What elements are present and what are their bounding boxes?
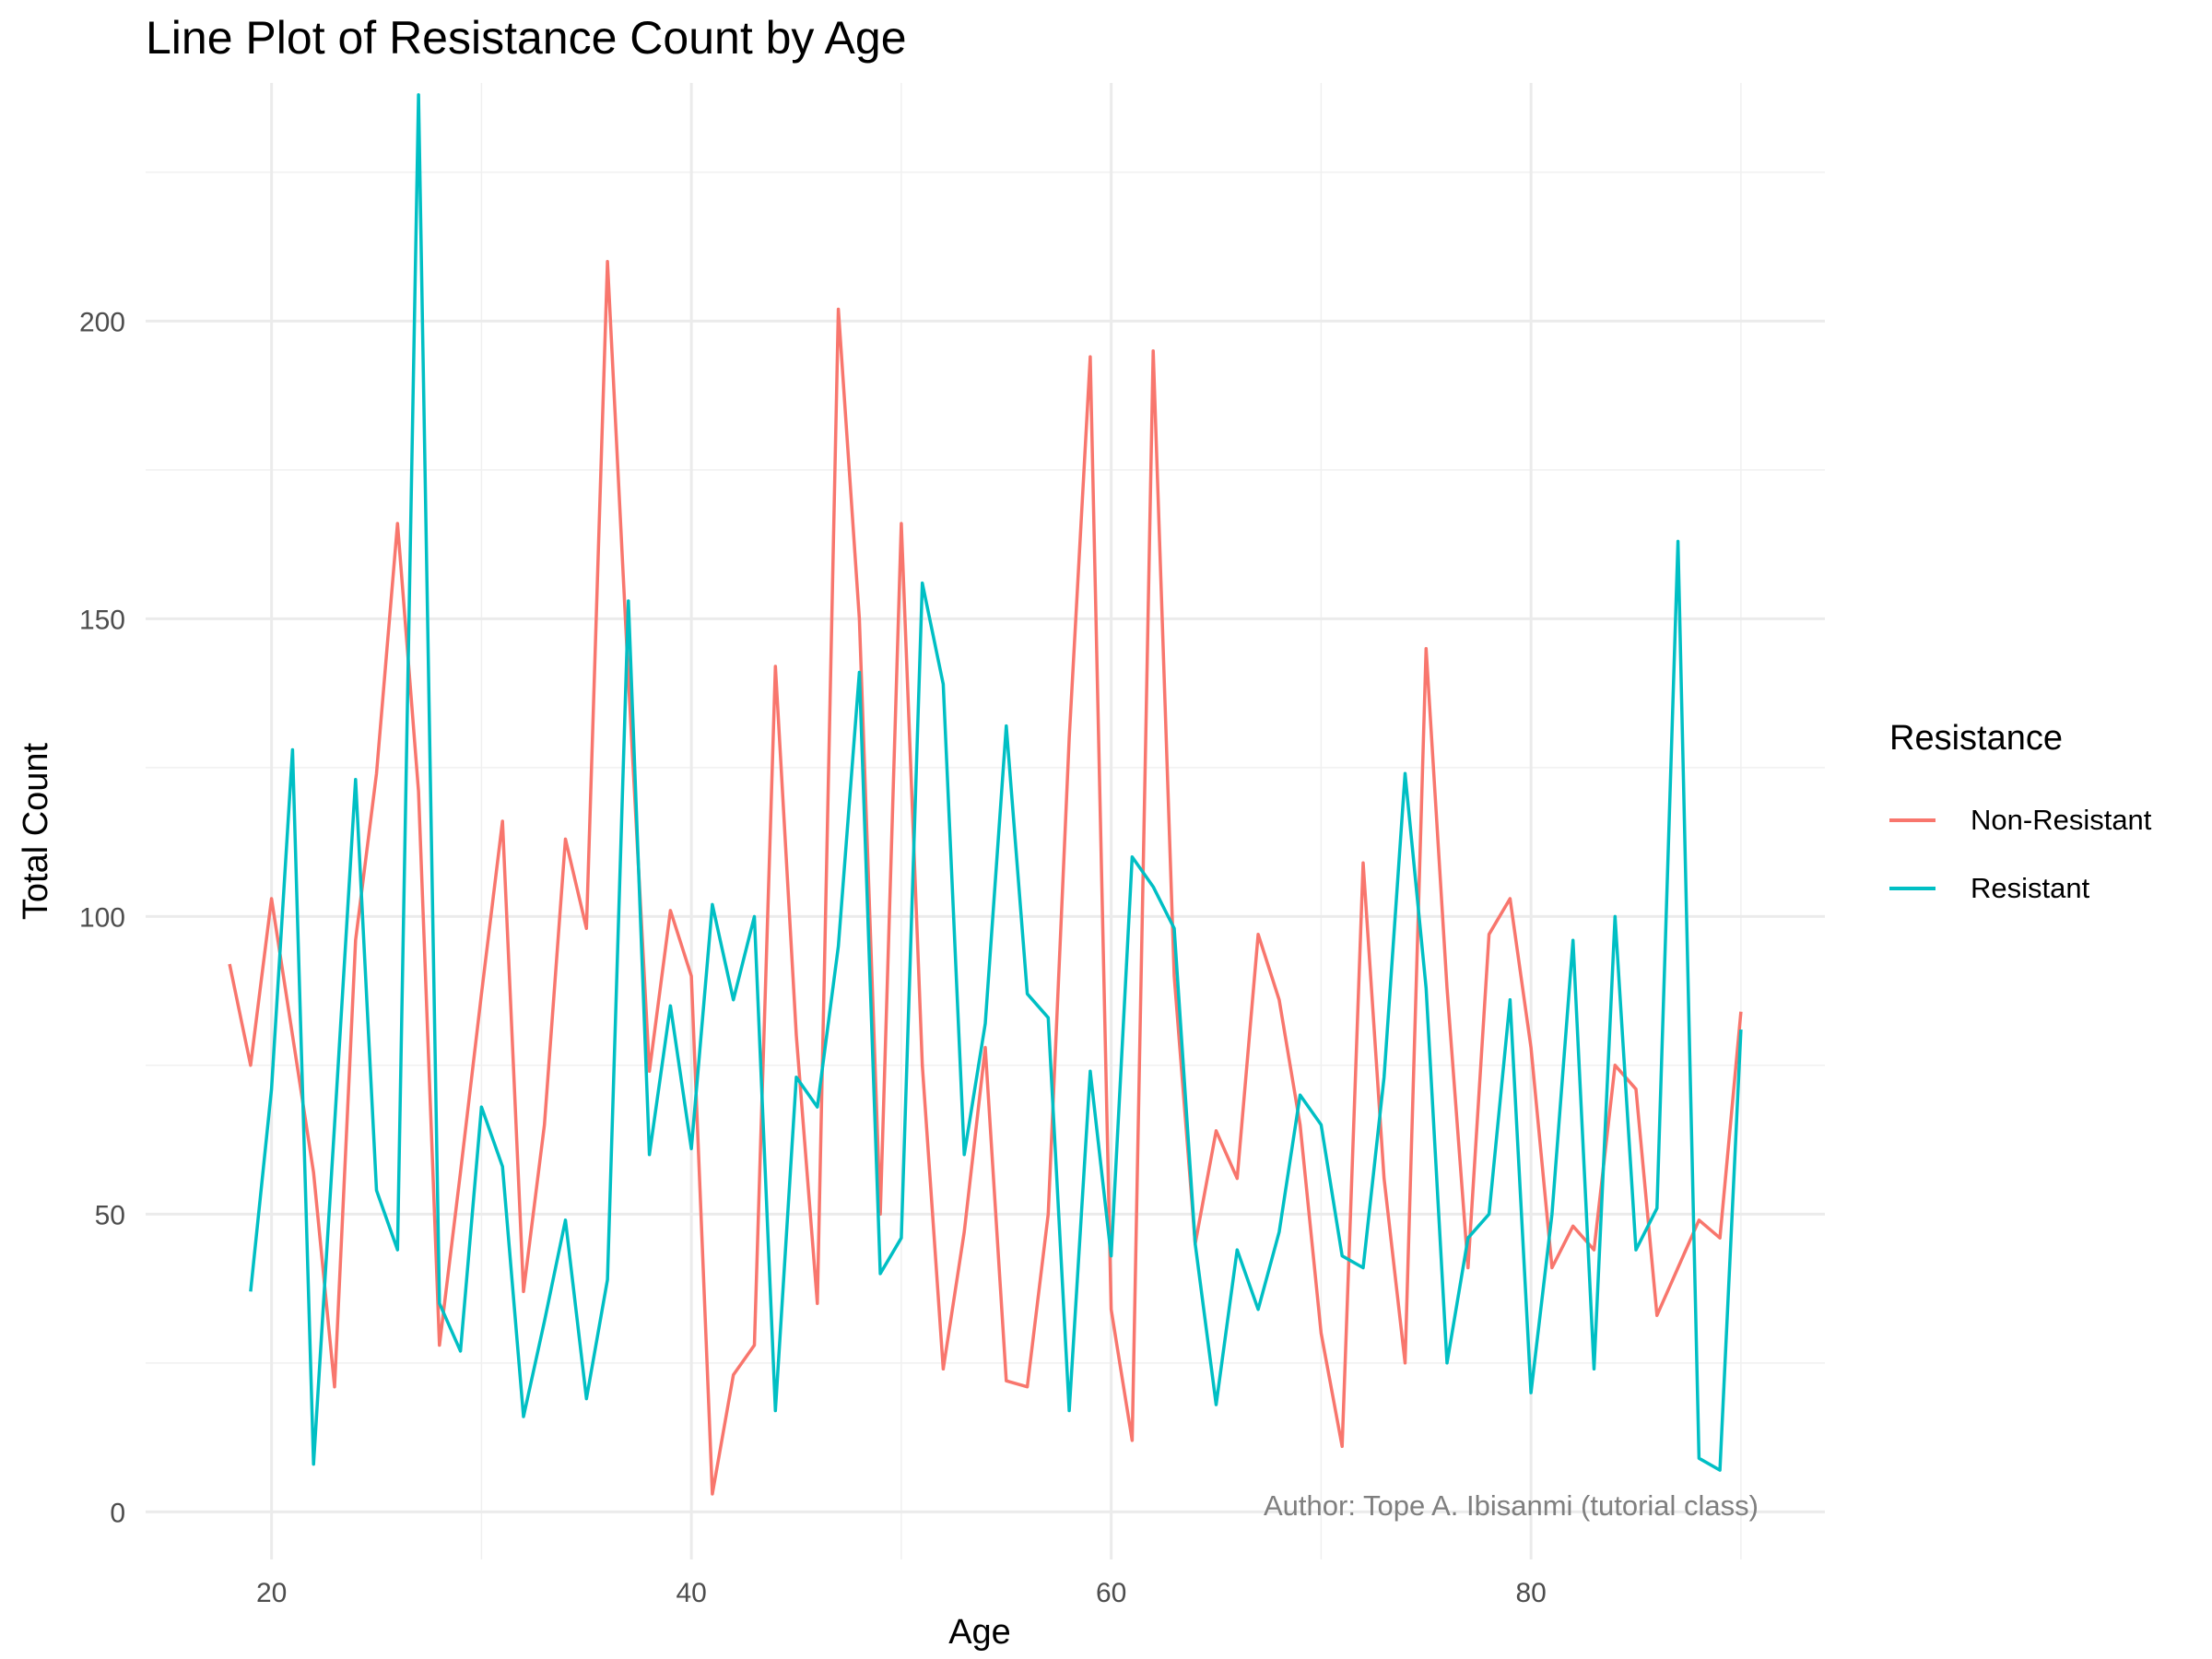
x-axis-label: Age (948, 1613, 1011, 1652)
legend-label-non-resistant: Non-Resistant (1971, 804, 2152, 836)
legend-item-resistant: Resistant (1889, 854, 2151, 923)
series-line-non-resistant (228, 260, 1743, 1496)
y-axis-ticks: 0 50 100 150 200 (79, 307, 125, 1528)
minor-gridlines (146, 83, 1825, 1559)
legend-item-non-resistant: Non-Resistant (1889, 786, 2151, 854)
chart-title: Line Plot of Resistance Count by Age (146, 12, 907, 64)
series-line-resistant (249, 93, 1743, 1472)
x-tick-label: 20 (256, 1578, 287, 1608)
legend: Resistance Non-Resistant Resistant (1889, 719, 2151, 923)
x-tick-label: 80 (1515, 1578, 1546, 1608)
x-tick-label: 60 (1096, 1578, 1126, 1608)
legend-title: Resistance (1889, 719, 2063, 758)
x-tick-label: 40 (676, 1578, 706, 1608)
legend-swatch-non-resistant (1889, 818, 1936, 822)
y-axis-label: Total Count (17, 742, 55, 920)
y-tick-label: 0 (110, 1498, 125, 1528)
legend-label-resistant: Resistant (1971, 872, 2090, 904)
author-annotation: Author: Tope A. Ibisanmi (tutorial class… (1264, 1489, 1759, 1522)
y-tick-label: 50 (95, 1200, 125, 1230)
x-axis-ticks: 20 40 60 80 (256, 1578, 1547, 1608)
y-tick-label: 150 (79, 605, 125, 635)
legend-swatch-resistant (1889, 887, 1936, 890)
y-tick-label: 100 (79, 902, 125, 933)
series-lines (228, 93, 1743, 1496)
major-gridlines (146, 83, 1825, 1559)
y-tick-label: 200 (79, 307, 125, 337)
